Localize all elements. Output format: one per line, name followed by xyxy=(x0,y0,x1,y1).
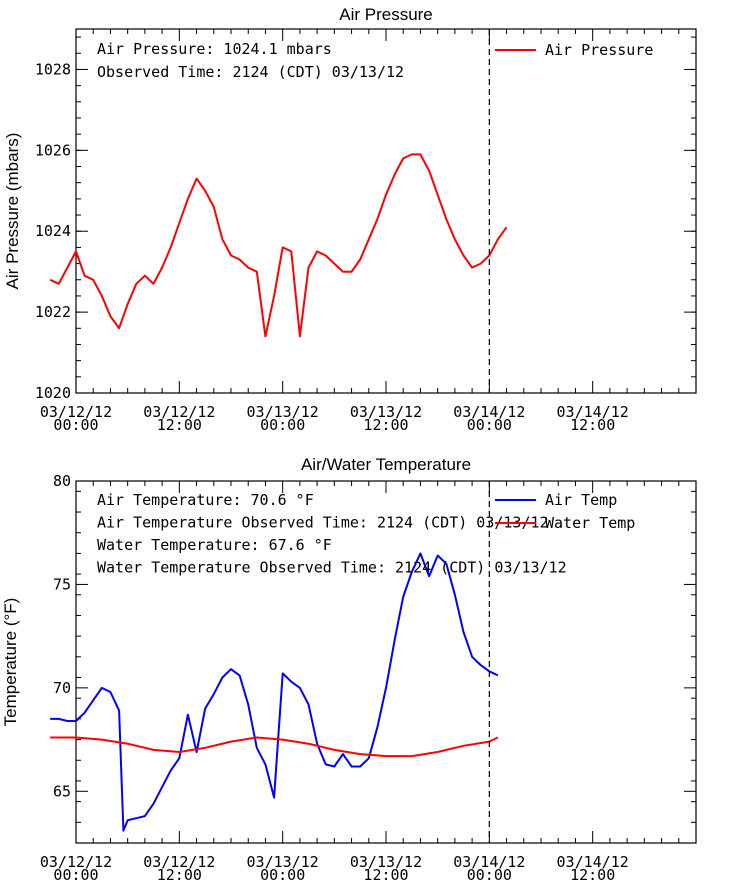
series-line-air-pressure xyxy=(49,153,508,338)
x-tick-label-time: 00:00 xyxy=(53,866,98,884)
x-tick-label-time: 12:00 xyxy=(570,416,615,434)
legend-label: Air Pressure xyxy=(545,41,653,59)
y-axis-label: Temperature (°F) xyxy=(1,598,20,727)
annotation-text: Air Temperature Observed Time: 2124 (CDT… xyxy=(97,514,549,532)
x-tick-label-time: 00:00 xyxy=(260,866,305,884)
x-tick-label-date: 03/14/12 xyxy=(557,853,629,871)
y-tick-label: 80 xyxy=(53,472,71,490)
x-tick-label-time: 12:00 xyxy=(363,416,408,434)
annotation-text: Air Pressure: 1024.1 mbars xyxy=(97,40,332,58)
annotation-text: Air Temperature: 70.6 °F xyxy=(97,491,314,509)
x-tick-label-date: 03/12/12 xyxy=(143,403,215,421)
y-tick-label: 75 xyxy=(53,575,71,593)
y-tick-label: 1024 xyxy=(35,222,71,240)
x-tick-label-time: 00:00 xyxy=(467,866,512,884)
x-tick-label-time: 12:00 xyxy=(570,866,615,884)
x-tick-label-date: 03/14/12 xyxy=(453,853,525,871)
x-tick-label-date: 03/14/12 xyxy=(557,403,629,421)
annotation-text: Water Temperature Observed Time: 2124 (C… xyxy=(97,559,567,577)
series-line-air-temp xyxy=(50,552,499,832)
x-tick-label-date: 03/13/12 xyxy=(350,853,422,871)
x-tick-label-time: 00:00 xyxy=(467,416,512,434)
plot-frame xyxy=(75,28,697,394)
chart-title: Air Pressure xyxy=(339,5,433,24)
x-tick-label-date: 03/12/12 xyxy=(143,853,215,871)
x-tick-label-date: 03/13/12 xyxy=(350,403,422,421)
y-tick-label: 70 xyxy=(53,679,71,697)
x-tick-label-date: 03/13/12 xyxy=(247,853,319,871)
x-tick-label-time: 12:00 xyxy=(157,866,202,884)
x-tick-label-time: 12:00 xyxy=(157,416,202,434)
y-tick-label: 1026 xyxy=(35,141,71,159)
y-tick-label: 1020 xyxy=(35,384,71,402)
x-tick-label-date: 03/12/12 xyxy=(40,403,112,421)
y-tick-label: 65 xyxy=(53,782,71,800)
x-tick-label-date: 03/13/12 xyxy=(247,403,319,421)
x-tick-label-time: 00:00 xyxy=(53,416,98,434)
x-tick-label-time: 00:00 xyxy=(260,416,305,434)
annotation-text: Observed Time: 2124 (CDT) 03/13/12 xyxy=(97,63,404,81)
legend-label: Air Temp xyxy=(545,491,617,509)
chart-panel-1: Air Pressure Air Pressure (mbars) 1020 1022… xyxy=(3,5,697,434)
y-axis-label: Air Pressure (mbars) xyxy=(3,133,22,290)
y-tick-label: 1028 xyxy=(35,60,71,78)
annotation-text: Water Temperature: 67.6 °F xyxy=(97,536,332,554)
series-line-water-temp xyxy=(50,736,499,758)
x-tick-label-time: 12:00 xyxy=(363,866,408,884)
legend-label: Water Temp xyxy=(545,514,635,532)
y-tick-label: 1022 xyxy=(35,303,71,321)
chart-title: Air/Water Temperature xyxy=(301,455,471,474)
x-tick-label-date: 03/12/12 xyxy=(40,853,112,871)
x-tick-label-date: 03/14/12 xyxy=(453,403,525,421)
chart-panel-2: Air/Water Temperature Temperature (°F) 65 7… xyxy=(1,455,697,884)
